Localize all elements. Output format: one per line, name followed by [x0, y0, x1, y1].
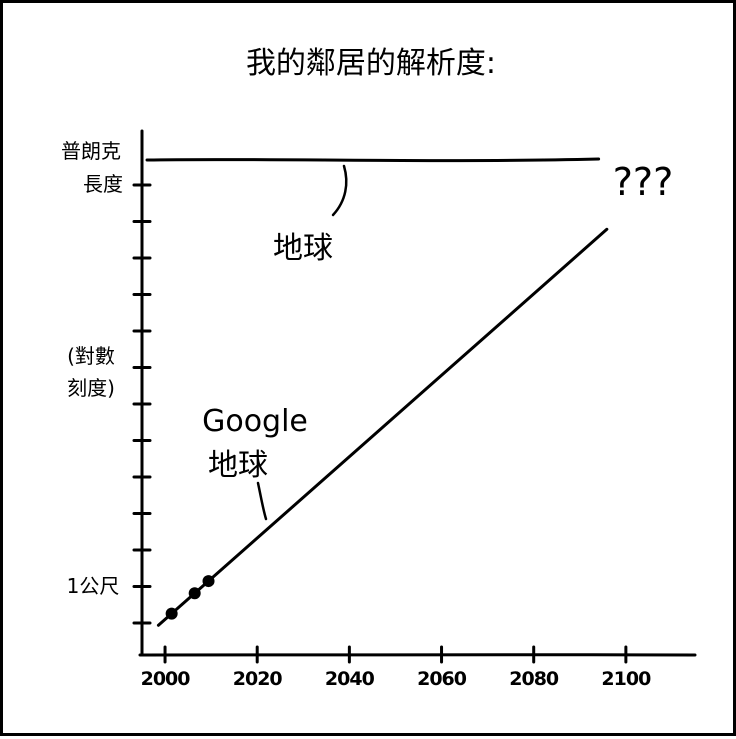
- google-earth-data-point: [202, 575, 215, 588]
- x-tick-label: 2000: [141, 668, 191, 690]
- x-tick-marks: 2000 2020 2040 2060 2080 2100: [141, 645, 652, 690]
- x-tick-label: 2100: [601, 668, 651, 690]
- google-earth-data-points: [165, 575, 215, 620]
- series-google-earth-line: [156, 227, 609, 627]
- question-marks: ???: [613, 160, 674, 204]
- y-label-log-line1: (對數: [67, 344, 115, 368]
- y-label-planck-line1: 普朗克: [61, 139, 121, 163]
- y-axis: [140, 129, 144, 657]
- x-tick-label: 2040: [325, 668, 375, 690]
- x-tick-label: 2060: [417, 668, 467, 690]
- google-label-leader: [256, 481, 268, 521]
- google-earth-label-line1: Google: [202, 404, 308, 439]
- y-label-one-meter: 1公尺: [67, 574, 120, 598]
- google-earth-data-point: [188, 587, 201, 600]
- y-tick-marks: [132, 183, 152, 625]
- x-tick-label: 2080: [509, 668, 559, 690]
- series-earth-line: [145, 157, 601, 163]
- google-earth-data-point: [165, 607, 178, 620]
- google-earth-label-line2: 地球: [208, 448, 268, 483]
- earth-label-leader: [331, 164, 348, 217]
- y-label-log-line2: 刻度): [67, 376, 115, 400]
- resolution-chart: 我的鄰居的解析度: 2000 2020 2040 2060 2080 2100 普朗克 長…: [61, 46, 697, 690]
- chart-title: 我的鄰居的解析度:: [246, 46, 496, 81]
- x-tick-label: 2020: [233, 668, 283, 690]
- earth-label: 地球: [273, 231, 333, 266]
- y-label-planck-line2: 長度: [83, 172, 123, 196]
- x-axis: [138, 653, 697, 657]
